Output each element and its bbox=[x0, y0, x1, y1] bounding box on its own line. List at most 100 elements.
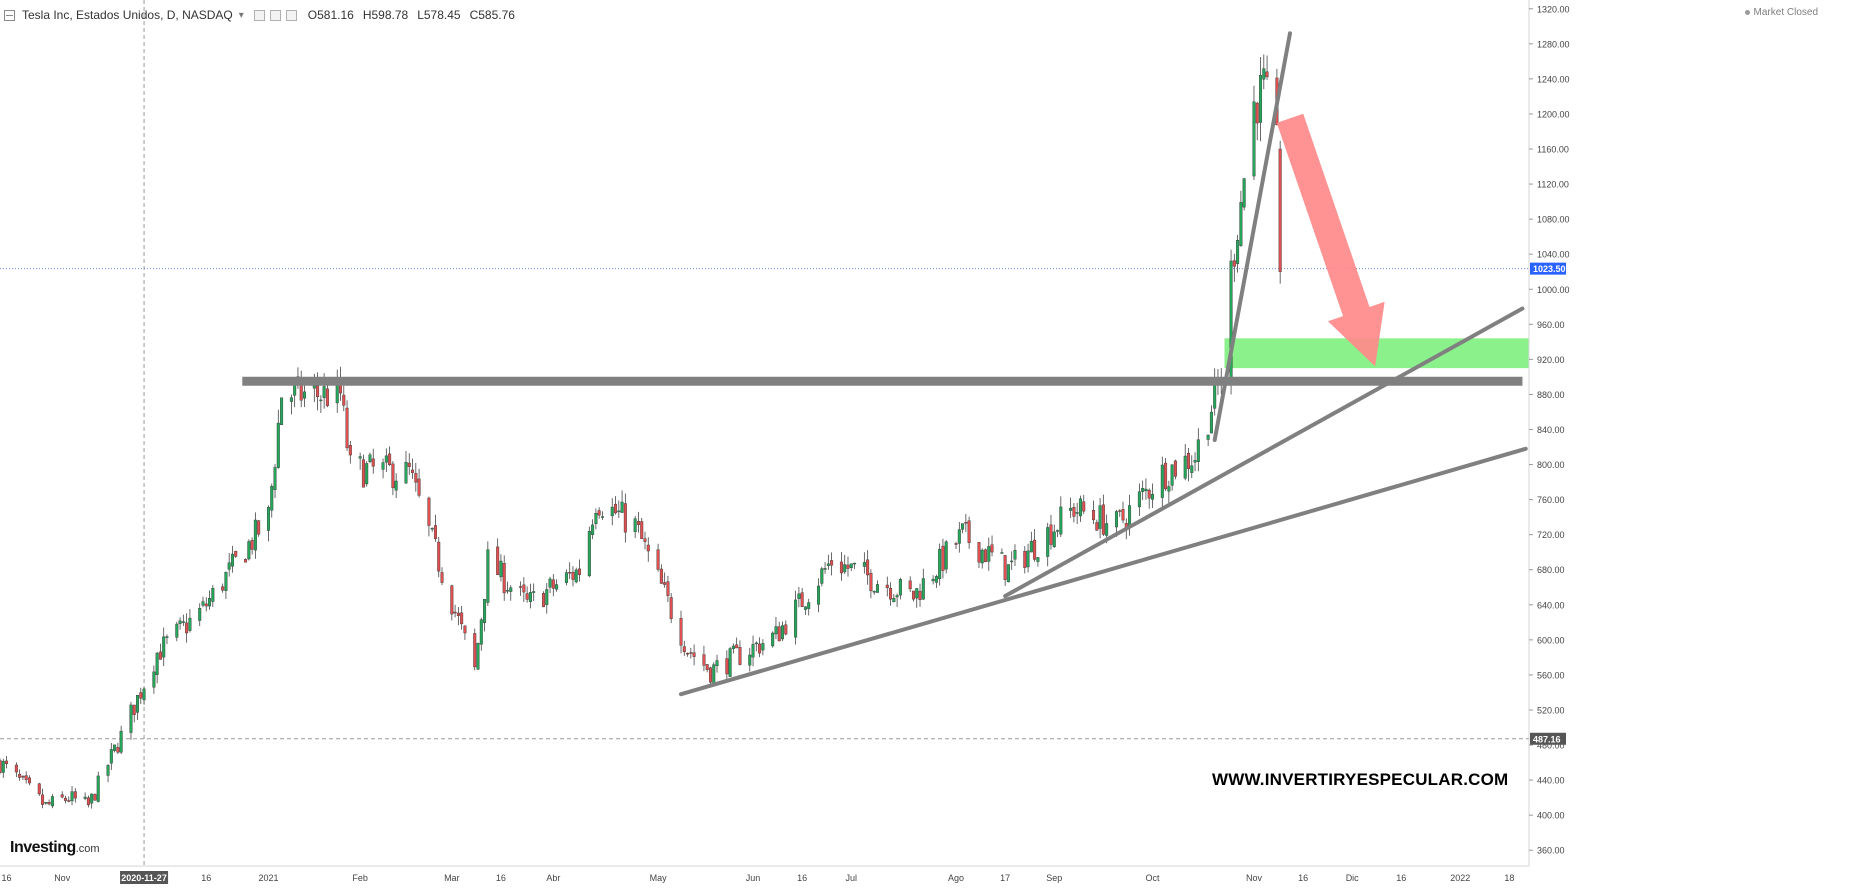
candle-body bbox=[273, 467, 277, 490]
candle-body bbox=[640, 521, 644, 539]
candle-body bbox=[689, 652, 693, 654]
candle-body bbox=[659, 568, 663, 584]
candle-body bbox=[869, 572, 873, 592]
candle-body bbox=[345, 407, 349, 449]
candle-body bbox=[921, 578, 925, 600]
candle-body bbox=[158, 651, 162, 660]
candle-body bbox=[774, 626, 778, 635]
candle-body bbox=[823, 568, 827, 570]
time-axis-bg bbox=[0, 866, 1855, 889]
candle-body bbox=[211, 588, 215, 602]
candle-body bbox=[895, 595, 899, 598]
candle-body bbox=[411, 469, 415, 473]
candle-body bbox=[1137, 491, 1141, 508]
candle-body bbox=[663, 582, 667, 585]
candle-body bbox=[738, 647, 742, 665]
candle-body bbox=[24, 775, 28, 780]
settings-icon[interactable] bbox=[253, 9, 265, 21]
candle-body bbox=[450, 585, 454, 615]
candle-body bbox=[666, 581, 670, 596]
candle-body bbox=[1150, 494, 1154, 500]
price-tick-label: 840.00 bbox=[1537, 425, 1565, 435]
close-icon[interactable] bbox=[285, 9, 297, 21]
candle-body bbox=[1098, 505, 1102, 529]
candle-body bbox=[1036, 557, 1040, 562]
candle-body bbox=[1114, 511, 1118, 528]
candle-body bbox=[113, 744, 117, 751]
candle-body bbox=[748, 654, 752, 666]
candle-body bbox=[574, 569, 578, 583]
visibility-icon[interactable] bbox=[269, 9, 281, 21]
candle-body bbox=[109, 749, 113, 764]
candle-body bbox=[1190, 465, 1194, 473]
candle-body bbox=[152, 671, 156, 688]
candle-body bbox=[165, 636, 169, 638]
candle-body bbox=[440, 572, 444, 583]
candle-body bbox=[1206, 434, 1210, 440]
candle-body bbox=[175, 623, 179, 638]
candle-body bbox=[872, 591, 876, 593]
candle-body bbox=[342, 394, 346, 406]
candle-body bbox=[964, 522, 968, 524]
candle-body bbox=[931, 578, 935, 582]
candle-body bbox=[83, 796, 87, 799]
candle-body bbox=[957, 529, 961, 544]
candle-body bbox=[247, 541, 251, 560]
candle-body bbox=[954, 543, 958, 545]
candle-body bbox=[414, 473, 418, 483]
candle-body bbox=[257, 520, 261, 535]
price-tick-label: 1160.00 bbox=[1537, 145, 1569, 155]
price-tick-label: 1200.00 bbox=[1537, 109, 1570, 119]
candle-body bbox=[365, 463, 369, 485]
candle-body bbox=[1252, 101, 1256, 177]
candle-body bbox=[866, 559, 870, 576]
candle-body bbox=[548, 578, 552, 588]
candle-body bbox=[934, 576, 938, 583]
candle-body bbox=[545, 589, 549, 605]
open-value: O581.16 bbox=[307, 8, 354, 22]
candle-body bbox=[1052, 531, 1056, 548]
status-dot-icon bbox=[1744, 10, 1750, 15]
candle-body bbox=[715, 660, 719, 667]
candle-body bbox=[1082, 501, 1086, 512]
chevron-down-icon[interactable]: ▾ bbox=[238, 9, 244, 21]
time-tick-label: 16 bbox=[496, 873, 506, 883]
symbol-title: Tesla Inc, Estados Unidos, D, NASDAQ bbox=[22, 8, 233, 22]
candle-body bbox=[276, 422, 280, 468]
candle-body bbox=[777, 626, 781, 642]
candle-body bbox=[1209, 411, 1213, 434]
time-tick-label: 16 bbox=[797, 873, 807, 883]
time-tick-label: 16 bbox=[2, 873, 12, 883]
collapse-icon[interactable] bbox=[4, 9, 15, 21]
candle-body bbox=[119, 730, 123, 753]
candle-body bbox=[938, 548, 942, 580]
candle-body bbox=[551, 579, 555, 589]
candle-body bbox=[885, 584, 889, 589]
candle-body bbox=[892, 597, 896, 603]
candle-body bbox=[944, 541, 948, 570]
candle-body bbox=[50, 796, 54, 807]
candle-body bbox=[636, 520, 640, 526]
candle-body bbox=[712, 664, 716, 685]
candle-body bbox=[371, 458, 375, 467]
candle-body bbox=[961, 523, 965, 530]
candle-body bbox=[1128, 505, 1132, 526]
candle-body bbox=[486, 549, 490, 603]
trendline-2 bbox=[1003, 306, 1525, 599]
candle-body bbox=[761, 643, 765, 651]
candle-body bbox=[525, 593, 529, 600]
price-tick-label: 1040.00 bbox=[1537, 250, 1570, 260]
candle-body bbox=[941, 545, 945, 571]
candle-body bbox=[735, 644, 739, 649]
candle-body bbox=[1121, 509, 1125, 521]
chart-legend: Tesla Inc, Estados Unidos, D, NASDAQ ▾ O… bbox=[4, 6, 515, 24]
candle-body bbox=[460, 612, 464, 625]
price-tick-label: 1240.00 bbox=[1537, 74, 1570, 84]
investing-logo[interactable]: Investing.com bbox=[10, 839, 100, 857]
candle-body bbox=[1173, 460, 1177, 477]
candle-body bbox=[27, 777, 31, 784]
candle-body bbox=[1075, 512, 1079, 514]
candle-body bbox=[1023, 551, 1027, 568]
